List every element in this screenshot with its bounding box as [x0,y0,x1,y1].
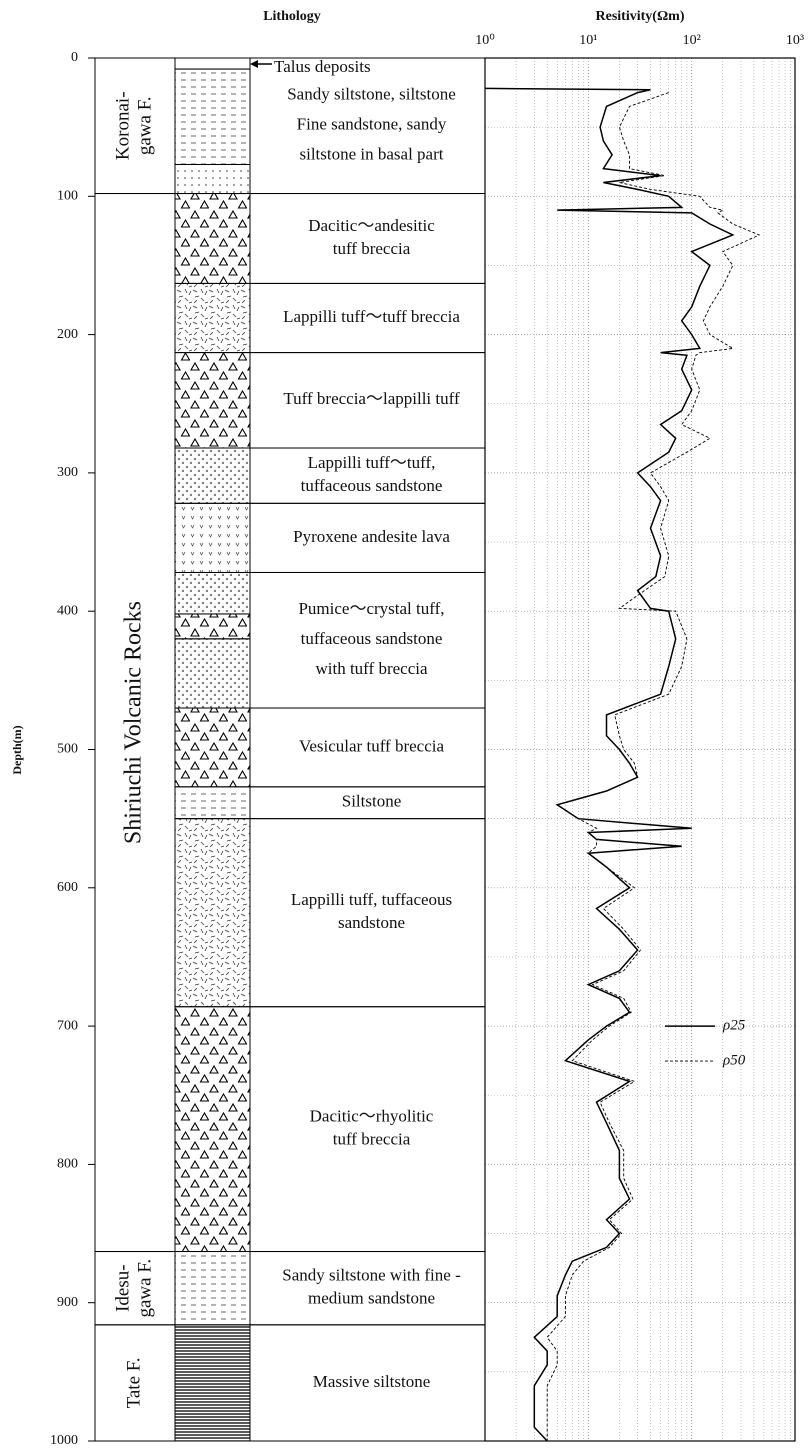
unit-description: Dacitic～rhyolitic [310,1107,434,1126]
legend-label: ρ50 [722,1053,746,1069]
unit-description: Sandy siltstone, siltstone [287,85,456,104]
lithology-layer [174,352,251,449]
unit-description: tuff breccia [333,239,411,258]
y-tick-label: 0 [71,50,78,65]
lithology-layer [174,1251,251,1326]
x-tick-label: 10² [683,33,701,48]
lithology-layer [174,57,251,70]
formation-name: Shiriuchi Volcanic Rocks [121,601,147,844]
x-tick-label: 10³ [786,33,804,48]
unit-description: tuff breccia [333,1130,411,1149]
unit-description: siltstone in basal part [299,145,443,164]
formation-name: Tate F. [123,1357,144,1408]
unit-description: Siltstone [342,792,402,811]
lithology-layer [174,786,251,820]
unit-description: Pyroxene andesite lava [293,527,450,546]
plot-frame [484,57,796,1442]
unit-description: tuffaceous sandstone [301,629,443,648]
lithology-layer [174,638,251,709]
lithology-layer [174,571,251,615]
resistivity-curve [484,87,735,1442]
unit-description: Massive siltstone [313,1372,431,1391]
formation-name: Idesu- [112,1264,133,1311]
formation-name: gawa F. [134,1259,155,1318]
y-tick-label: 900 [57,1295,78,1310]
resistivity-curve [546,92,761,1441]
unit-description: Tuff breccia～lappilli tuff [283,389,460,408]
arrow-head [250,60,258,68]
unit-description: Lappilli tuff～tuff breccia [283,307,460,326]
unit-description: Vesicular tuff breccia [299,736,445,755]
legend-label: ρ25 [722,1018,746,1034]
unit-description: Dacitic～andesitic [308,216,435,235]
formation-box [94,1324,176,1442]
lithology-layer [174,68,251,165]
lithology-layer [174,613,251,640]
y-tick-label: 800 [57,1157,78,1172]
unit-description: Sandy siltstone with fine - [282,1266,461,1285]
lithology-layer [174,163,251,195]
unit-description: Lappilli tuff, tuffaceous [291,890,452,909]
y-tick-label: 100 [57,189,78,204]
chart-title: Resitivity(Ωm) [596,9,685,24]
lithology-layer [174,707,251,788]
y-tick-label: 700 [57,1018,78,1033]
layer-label: Talus deposits [274,57,371,76]
unit-description: medium sandstone [308,1289,435,1308]
y-axis-label: Depth(m) [10,725,24,774]
unit-description: Lappilli tuff～tuff, [308,453,436,472]
y-tick-label: 200 [57,327,78,342]
lithology-layer [174,502,251,573]
y-tick-label: 500 [57,742,78,757]
y-tick-label: 1000 [50,1433,78,1448]
x-tick-label: 10⁰ [475,33,495,48]
lithology-layer [174,193,251,284]
lithology-layer [174,1006,251,1253]
y-tick-label: 300 [57,465,78,480]
lithology-layer [174,1324,251,1442]
y-tick-label: 600 [57,880,78,895]
x-tick-label: 10¹ [579,33,597,48]
lithology-header: Lithology [263,9,321,24]
unit-description: Pumice～crystal tuff, [298,599,444,618]
formation-name: gawa F. [134,96,155,155]
lithology-layer [174,447,251,504]
y-tick-label: 400 [57,603,78,618]
unit-description: sandstone [338,913,405,932]
unit-description: with tuff breccia [315,659,427,678]
lithology-layer [174,818,251,1008]
unit-description: tuffaceous sandstone [301,476,443,495]
lithology-layer [174,282,251,354]
formation-name: Koronai- [112,91,133,160]
unit-description: Fine sandstone, sandy [297,115,447,134]
